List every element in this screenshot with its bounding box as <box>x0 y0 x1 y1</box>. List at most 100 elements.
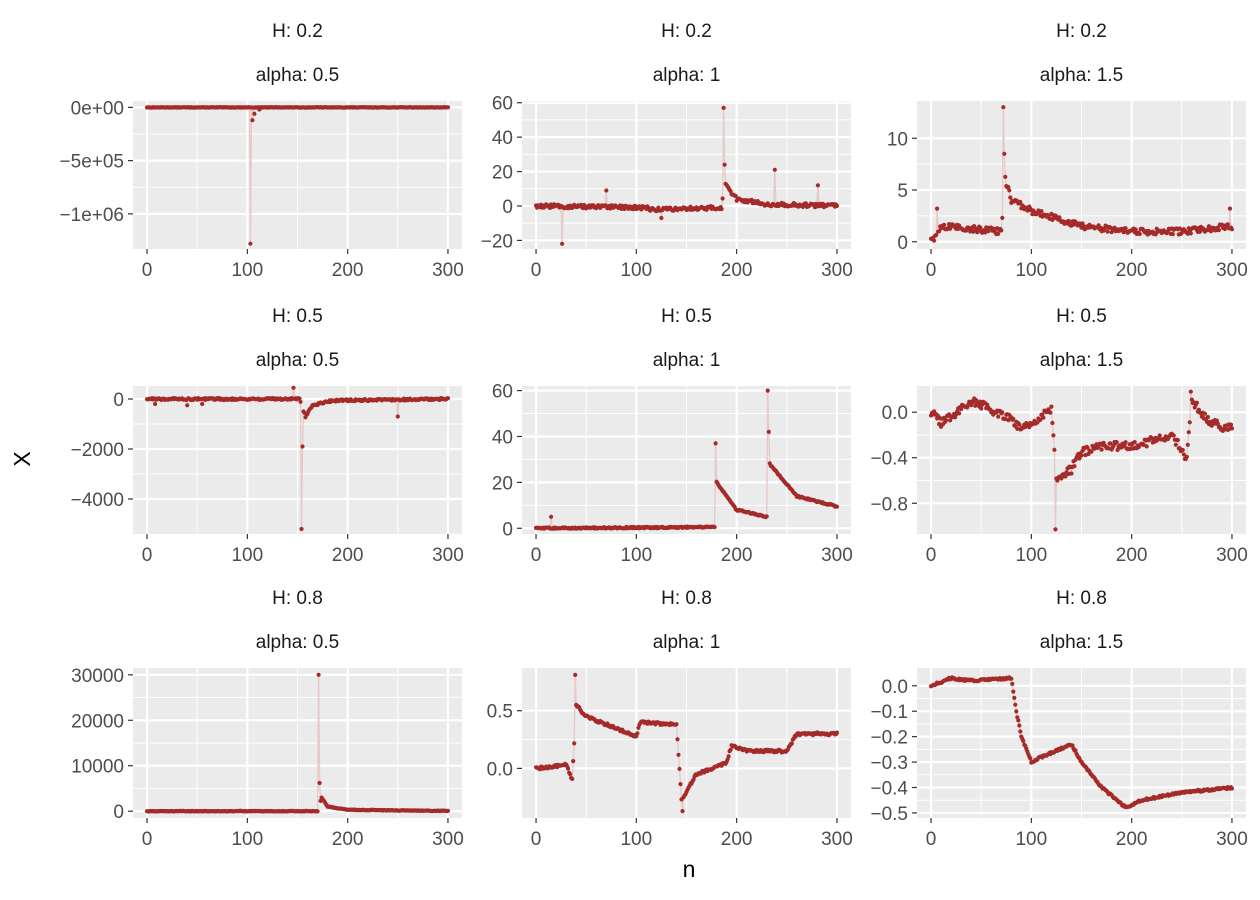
data-point <box>570 776 575 782</box>
data-point <box>1018 729 1023 734</box>
x-tick-label: 200 <box>332 260 364 281</box>
data-point <box>719 206 724 212</box>
x-tick-label: 300 <box>1216 260 1248 281</box>
y-tick-label: 60 <box>492 382 513 403</box>
facet-label-h: H: 0.8 <box>272 588 323 609</box>
x-tick-label: 100 <box>1015 260 1047 281</box>
facet-label-h: H: 0.5 <box>661 306 712 327</box>
data-point <box>1011 689 1016 694</box>
facet-label-alpha: alpha: 0.5 <box>256 632 339 653</box>
data-point <box>250 118 255 123</box>
data-point <box>315 809 320 814</box>
x-tick-label: 300 <box>1216 829 1248 850</box>
data-point <box>297 396 302 401</box>
data-point <box>1028 756 1033 761</box>
data-point <box>996 231 1001 236</box>
data-point <box>1202 411 1207 416</box>
x-tick-label: 0 <box>926 545 937 566</box>
x-tick-label: 0 <box>531 260 542 281</box>
x-tick-label: 0 <box>142 260 153 281</box>
data-point <box>978 225 983 230</box>
data-point <box>1175 438 1180 443</box>
x-tick-label: 300 <box>432 829 464 850</box>
data-point <box>1017 723 1022 728</box>
y-tick-label: 0.0 <box>487 759 513 780</box>
x-tick-label: 200 <box>1116 260 1148 281</box>
x-tick-label: 100 <box>620 829 652 850</box>
data-point <box>1185 442 1190 447</box>
y-tick-label: 5 <box>897 181 908 202</box>
series-points <box>144 672 451 814</box>
data-point <box>1040 412 1045 417</box>
y-tick-label: 20000 <box>71 711 124 732</box>
y-tick-label: −0.3 <box>870 753 908 774</box>
data-point <box>317 780 322 786</box>
data-point <box>1184 454 1189 459</box>
x-tick-label: 100 <box>1015 545 1047 566</box>
data-point <box>1173 442 1178 447</box>
x-tick-label: 200 <box>1116 545 1148 566</box>
data-point <box>1187 420 1192 425</box>
data-point <box>1229 786 1235 791</box>
facet-label-h: H: 0.2 <box>1056 21 1107 42</box>
data-point <box>1180 447 1185 453</box>
y-tick-label: −0.5 <box>870 804 908 825</box>
y-tick-label: −0.8 <box>870 494 908 515</box>
data-point <box>200 401 205 407</box>
facet-label-alpha: alpha: 1 <box>653 65 721 86</box>
x-tick-label: 0 <box>142 829 153 850</box>
x-tick-label: 300 <box>821 829 853 850</box>
data-point <box>726 754 731 759</box>
facet-panel: H: 0.8 alpha: 1.5 0 100 200 300 0.0 −0.1 −0.2 −0.… <box>870 588 1247 850</box>
facet-label-alpha: alpha: 1.5 <box>1040 65 1123 86</box>
data-point <box>675 737 680 742</box>
data-point <box>1144 444 1149 449</box>
x-tick-label: 200 <box>721 260 753 281</box>
x-tick-label: 300 <box>821 260 853 281</box>
data-point <box>1016 718 1021 723</box>
y-tick-label: −0.2 <box>870 728 908 749</box>
x-tick-label: 200 <box>1116 829 1148 850</box>
data-point <box>1006 184 1011 190</box>
data-point <box>291 385 296 390</box>
data-point <box>1048 410 1053 415</box>
data-point <box>1216 228 1221 233</box>
data-point <box>1073 748 1078 753</box>
data-point <box>298 399 303 404</box>
facet-panel: H: 0.2 alpha: 1.5 0 100 200 300 10 5 0 <box>887 21 1248 281</box>
data-point <box>674 722 679 727</box>
data-point <box>1012 695 1017 701</box>
facet-label-alpha: alpha: 1 <box>653 350 721 371</box>
x-tick-label: 100 <box>620 545 652 566</box>
data-point <box>1000 410 1005 415</box>
data-point <box>568 772 573 777</box>
data-point <box>445 396 451 401</box>
x-tick-label: 200 <box>332 829 364 850</box>
data-point <box>1181 452 1186 457</box>
data-point <box>935 206 940 211</box>
data-point <box>1123 440 1128 445</box>
data-point <box>1007 188 1012 193</box>
data-point <box>1123 226 1128 231</box>
data-point <box>1085 445 1090 450</box>
data-point <box>1208 229 1213 234</box>
y-tick-label: 10000 <box>71 757 124 778</box>
facet-label-alpha: alpha: 1.5 <box>1040 632 1123 653</box>
series-points <box>928 675 1235 810</box>
y-axis-title: X <box>9 451 35 466</box>
data-point <box>971 400 976 405</box>
facet-panel: H: 0.8 alpha: 0.5 0 100 200 300 30000 20000 1000… <box>71 588 464 850</box>
data-point <box>999 228 1004 233</box>
y-tick-label: 0 <box>113 390 124 411</box>
data-point <box>969 403 974 408</box>
x-tick-label: 100 <box>1015 829 1047 850</box>
y-tick-label: −0.4 <box>870 449 908 470</box>
data-point <box>153 401 158 407</box>
data-point <box>1018 199 1023 205</box>
data-point <box>1194 400 1199 405</box>
y-tick-label: 0 <box>502 197 513 218</box>
x-tick-label: 0 <box>142 545 153 566</box>
data-point <box>720 196 725 201</box>
facet-label-h: H: 0.8 <box>661 588 712 609</box>
